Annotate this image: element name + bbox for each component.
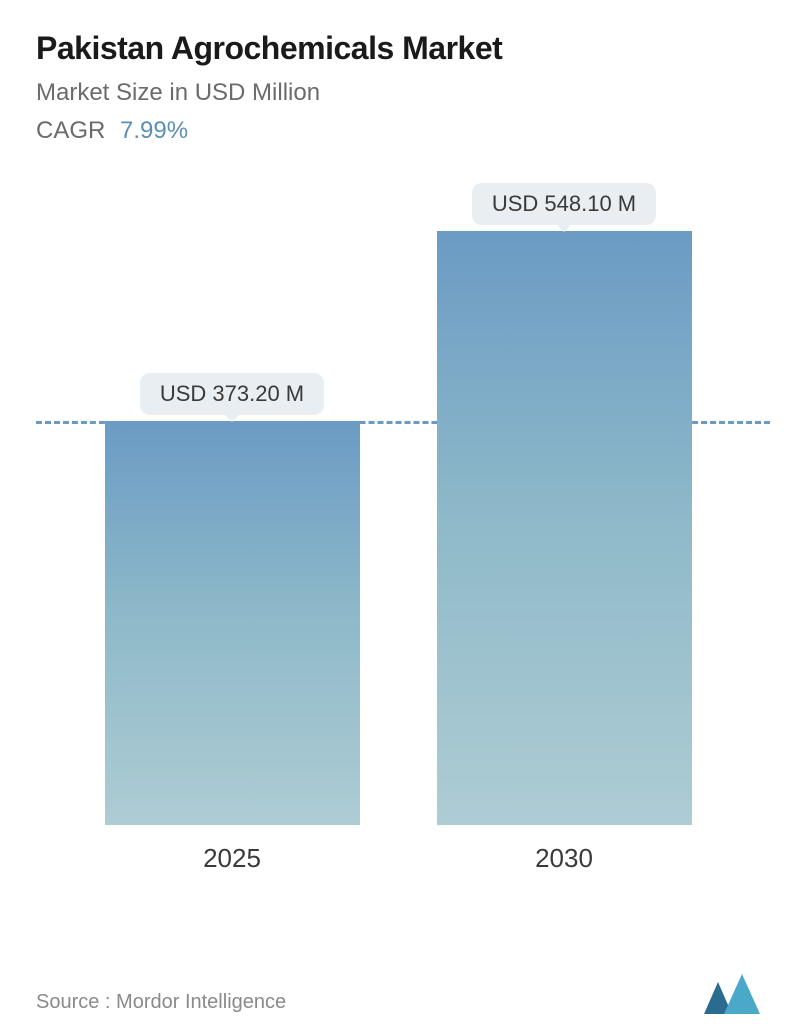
value-badge-1: USD 548.10 M bbox=[472, 183, 656, 225]
cagr-label: CAGR bbox=[36, 117, 105, 144]
cagr-row: CAGR 7.99% bbox=[36, 117, 760, 145]
bar-group-0: USD 373.20 M bbox=[92, 373, 372, 825]
source-text: Source : Mordor Intelligence bbox=[36, 991, 286, 1014]
bars-wrap: USD 373.20 M USD 548.10 M bbox=[46, 175, 750, 825]
chart-title: Pakistan Agrochemicals Market bbox=[36, 30, 760, 67]
chart-footer: Source : Mordor Intelligence bbox=[36, 944, 760, 1014]
chart-container: Pakistan Agrochemicals Market Market Siz… bbox=[0, 0, 796, 1034]
bar-1 bbox=[437, 231, 692, 825]
mordor-logo-icon bbox=[704, 974, 760, 1014]
x-axis-labels: 2025 2030 bbox=[46, 825, 750, 874]
x-label-1: 2030 bbox=[424, 843, 704, 874]
x-label-0: 2025 bbox=[92, 843, 372, 874]
value-badge-0: USD 373.20 M bbox=[140, 373, 324, 415]
chart-plot-area: USD 373.20 M USD 548.10 M 2025 2030 bbox=[46, 175, 750, 944]
bar-0 bbox=[105, 421, 360, 825]
chart-subtitle: Market Size in USD Million bbox=[36, 79, 760, 107]
cagr-value: 7.99% bbox=[120, 117, 188, 144]
bar-group-1: USD 548.10 M bbox=[424, 183, 704, 825]
